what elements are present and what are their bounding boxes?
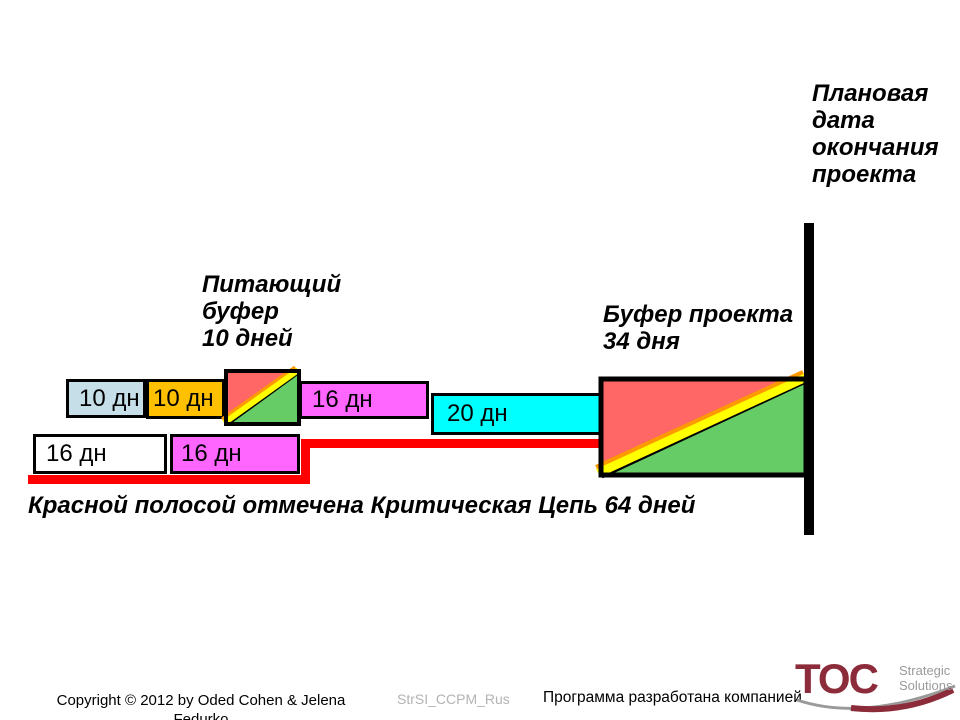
feeding-buffer-orange-stripe: [221, 365, 296, 421]
planned-finish-date-label: Плановая дата окончания проекта: [812, 80, 939, 188]
task-bar-10d-orange: 10 дн: [146, 379, 225, 419]
logo-maroon-swoosh: [850, 687, 955, 713]
task-bar-16d-magenta-row1: 16 дн: [299, 381, 429, 419]
copyright-text: Copyright © 2012 by Oded Cohen & Jelena …: [56, 692, 346, 720]
critical-chain-line-bottom: [28, 475, 310, 484]
task-bar-16d-magenta-row2: 16 дн: [170, 434, 300, 474]
critical-chain-caption: Красной полосой отмечена Критическая Цеп…: [28, 492, 696, 519]
critical-chain-line-step: [301, 439, 310, 484]
task-bar-10d-blue: 10 дн: [66, 379, 146, 418]
task-bar-label: 16 дн: [46, 440, 107, 467]
logo-toc-text: TOC: [795, 655, 879, 702]
planned-finish-date-bar: [804, 223, 814, 535]
project-buffer-block: [595, 370, 809, 479]
feeding-buffer-block: [221, 365, 301, 427]
task-bar-16d-white-row2: 16 дн: [33, 434, 167, 474]
critical-chain-line-top: [301, 439, 604, 448]
task-bar-label: 16 дн: [312, 386, 373, 413]
task-bar-20d-cyan: 20 дн: [431, 393, 602, 435]
project-buffer-diagonal-edge: [601, 379, 809, 479]
task-bar-label: 10 дн: [79, 384, 140, 412]
task-bar-label: 20 дн: [447, 400, 508, 427]
project-buffer-yellow-stripe: [596, 372, 808, 478]
program-developed-by-label: Программа разработана компанией: [543, 689, 802, 706]
feeding-buffer-label: Питающий буфер 10 дней: [202, 271, 342, 352]
project-buffer-orange-stripe: [595, 370, 804, 469]
logo-swoosh-icon: [796, 684, 956, 713]
project-buffer-label: Буфер проекта 34 дня: [603, 301, 794, 355]
feeding-buffer-yellow-stripe: [222, 367, 300, 426]
task-bar-label: 16 дн: [181, 440, 242, 467]
task-bar-label: 10 дн: [153, 385, 214, 412]
toc-strategic-solutions-logo: TOC Strategic Solutions: [793, 656, 959, 718]
logo-subtitle-text: Strategic Solutions: [899, 663, 953, 693]
file-name-label: StrSI_CCPM_Rus: [397, 691, 510, 707]
